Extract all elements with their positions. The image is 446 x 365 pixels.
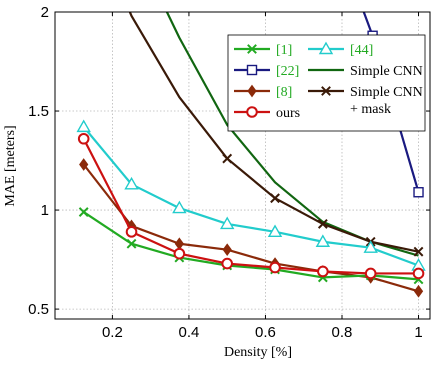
data-point: [173, 247, 186, 260]
data-point: [172, 200, 187, 214]
data-point: [76, 119, 91, 133]
x-axis: 0.2 0.4 0.6 0.8 1: [102, 12, 423, 341]
data-point: [125, 226, 138, 238]
data-point: [221, 257, 233, 270]
legend-label: [22]: [276, 64, 299, 79]
legend-label: Simple CNN: [350, 64, 423, 79]
data-point-stroke: [413, 246, 424, 257]
y-tick-label: 1: [41, 202, 49, 219]
series-line: [82, 126, 419, 267]
legend: [1] [44] [22] Simple CNN [8] Simple CNN + mask…: [227, 34, 426, 132]
legend-label: [8]: [276, 85, 292, 100]
legend-swatch-marker: [246, 106, 258, 118]
data-point: [412, 267, 425, 280]
legend-swatch-marker-stroke: [247, 44, 257, 54]
series-line: [128, 12, 419, 253]
x-tick-label: 0.6: [255, 324, 276, 341]
legend-swatch-marker: [321, 86, 331, 96]
data-point: [267, 224, 283, 238]
data-point: [315, 234, 331, 247]
x-tick-label: 0.8: [332, 324, 353, 341]
data-point: [363, 240, 378, 253]
y-axis: 0.5 1 1.5 2: [28, 4, 430, 318]
data-point: [317, 265, 329, 278]
data-point: [222, 153, 233, 164]
series-simple-cnn-mask: [128, 12, 424, 257]
data-point: [317, 219, 328, 229]
data-point: [78, 207, 89, 217]
x-axis-label: Density [%]: [224, 345, 292, 360]
data-point-stroke: [270, 193, 280, 204]
series-44: [76, 119, 426, 271]
legend-item-22: [22]: [234, 64, 299, 79]
legend-swatch-marker: [246, 64, 258, 76]
legend-item-44: [44]: [308, 41, 373, 58]
legend-label: [44]: [350, 43, 373, 58]
data-point: [413, 284, 424, 298]
legend-swatch-marker: [318, 41, 334, 55]
data-point: [79, 158, 89, 171]
y-axis-label: MAE [meters]: [3, 125, 18, 206]
legend-label: [1]: [276, 43, 292, 58]
legend-item-ours: ours: [234, 106, 300, 121]
plot-frame: [54, 11, 431, 320]
data-point-stroke: [126, 238, 137, 249]
data-point: [269, 261, 281, 274]
legend-label: ours: [276, 106, 300, 121]
data-point-stroke: [78, 207, 89, 217]
legend-swatch-marker-stroke: [321, 86, 331, 96]
series-ours: [77, 132, 425, 280]
data-point: [77, 132, 90, 145]
data-point-stroke: [222, 153, 233, 164]
data-point: [222, 243, 232, 257]
series-layer: [76, 12, 426, 298]
legend-label: Simple CNN: [350, 85, 423, 100]
data-point: [413, 246, 424, 257]
legend-label: + mask: [350, 102, 391, 117]
legend-swatch-marker: [247, 44, 257, 54]
data-point: [270, 193, 280, 204]
y-tick-label: 2: [41, 4, 49, 21]
y-tick-label: 1.5: [28, 103, 49, 120]
data-point: [124, 176, 139, 190]
series-line: [83, 211, 419, 281]
legend-item-8: [8]: [234, 84, 292, 100]
legend-item-simple-cnn-mask: Simple CNN + mask: [308, 85, 423, 117]
series-line: [82, 138, 419, 275]
data-point: [364, 267, 377, 280]
legend-swatch-marker: [247, 84, 257, 98]
data-point: [219, 216, 235, 230]
data-point: [126, 238, 137, 249]
x-tick-label: 0.2: [102, 324, 123, 341]
data-point-stroke: [317, 219, 328, 229]
legend-item-1: [1]: [234, 43, 292, 58]
x-tick-label: 0.4: [178, 324, 199, 341]
data-point: [413, 187, 424, 198]
y-tick-label: 0.5: [28, 301, 49, 318]
x-tick-label: 1: [414, 324, 422, 341]
legend-item-simple-cnn: Simple CNN: [308, 64, 423, 79]
